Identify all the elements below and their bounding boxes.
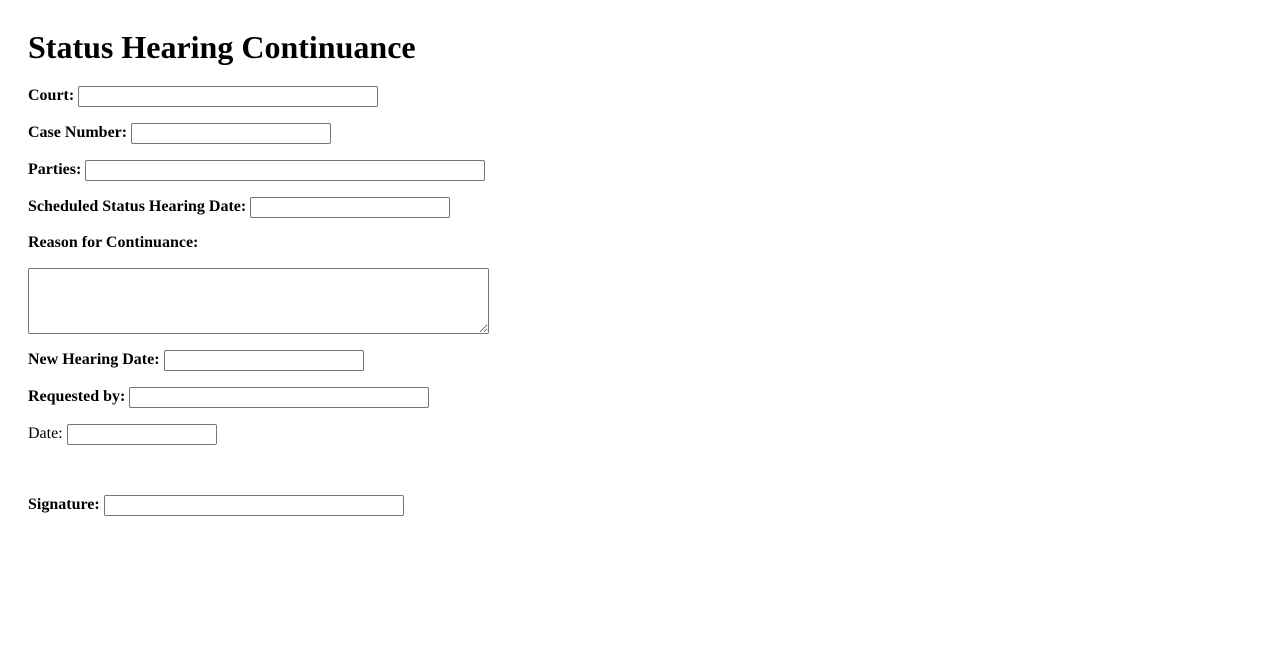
reason-row: Reason for Continuance:	[28, 232, 198, 254]
signature-input[interactable]	[103, 494, 404, 516]
reason-textarea[interactable]	[28, 268, 489, 334]
signature-label: Signature:	[28, 496, 100, 513]
parties-label: Parties:	[28, 161, 82, 178]
scheduled-date-row: Scheduled Status Hearing Date:	[28, 196, 451, 218]
page-title: Status Hearing Continuance	[28, 29, 416, 65]
date-label: Date:	[28, 425, 63, 442]
parties-row: Parties:	[28, 159, 486, 181]
court-input[interactable]	[78, 85, 379, 107]
new-date-row: New Hearing Date:	[28, 349, 364, 371]
requested-by-label: Requested by:	[28, 388, 126, 405]
signature-row: Signature:	[28, 494, 404, 516]
new-date-input[interactable]	[163, 349, 364, 371]
date-row: Date:	[28, 423, 217, 445]
case-number-input[interactable]	[131, 122, 332, 144]
requested-by-input[interactable]	[129, 386, 430, 408]
court-label: Court:	[28, 87, 75, 104]
court-row: Court:	[28, 85, 379, 107]
case-number-label: Case Number:	[28, 124, 128, 141]
scheduled-date-input[interactable]	[250, 196, 451, 218]
requested-by-row: Requested by:	[28, 386, 430, 408]
reason-label: Reason for Continuance:	[28, 234, 199, 251]
scheduled-date-label: Scheduled Status Hearing Date:	[28, 198, 247, 215]
parties-input[interactable]	[85, 159, 486, 181]
date-input[interactable]	[66, 423, 217, 445]
case-number-row: Case Number:	[28, 122, 332, 144]
new-date-label: New Hearing Date:	[28, 351, 160, 368]
